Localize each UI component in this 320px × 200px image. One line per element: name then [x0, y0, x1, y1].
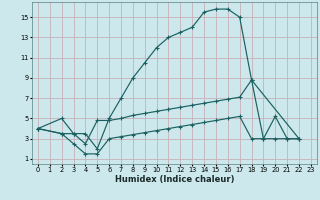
X-axis label: Humidex (Indice chaleur): Humidex (Indice chaleur) — [115, 175, 234, 184]
